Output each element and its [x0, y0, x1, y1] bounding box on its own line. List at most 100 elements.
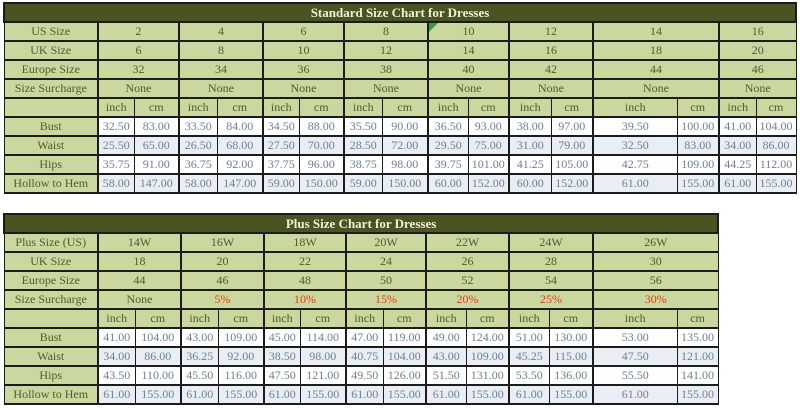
row-label: Waist — [3, 135, 99, 156]
measure-cell-cm: 152.00 — [550, 173, 594, 194]
size-cell: 15% — [345, 289, 427, 310]
row-label: Hips — [3, 154, 99, 175]
measure-cell-cm: 91.00 — [133, 154, 180, 175]
measure-cell-cm: 147.00 — [216, 173, 264, 194]
unit-header-cm: cm — [676, 97, 720, 118]
measure-cell-cm: 72.00 — [381, 135, 429, 156]
unit-header-inch: inch — [508, 308, 550, 329]
measure-cell-cm: 104.00 — [382, 346, 427, 367]
size-cell: 18 — [592, 40, 720, 61]
measure-cell-cm: 155.00 — [382, 384, 427, 405]
measure-cell-cm: 115.00 — [548, 346, 594, 367]
unit-header-inch: inch — [427, 97, 469, 118]
size-cell: None — [592, 78, 720, 99]
measure-cell-inch: 32.50 — [97, 116, 135, 137]
size-cell: 10 — [427, 21, 510, 42]
size-cell: 12 — [343, 40, 429, 61]
measure-cell-inch: 61.00 — [592, 173, 678, 194]
size-cell: None — [97, 289, 182, 310]
row-label: UK Size — [3, 40, 99, 61]
measure-cell-inch: 26.50 — [178, 135, 218, 156]
size-cell: 48 — [263, 270, 347, 291]
measure-cell-inch: 45.50 — [180, 365, 219, 386]
measure-cell-cm: 150.00 — [298, 173, 345, 194]
measure-cell-inch: 61.00 — [263, 384, 301, 405]
row-label: Bust — [3, 116, 99, 137]
measure-cell-inch: 35.50 — [343, 116, 383, 137]
measure-cell-inch: 43.00 — [425, 346, 467, 367]
size-cell: 2 — [97, 21, 180, 42]
size-cell: 40 — [427, 59, 510, 80]
row-label: Size Surcharge — [3, 289, 99, 310]
size-cell: 18 — [97, 251, 182, 272]
unit-header-cm: cm — [550, 97, 594, 118]
measure-cell-inch: 34.00 — [97, 346, 136, 367]
size-cell: 38 — [343, 59, 429, 80]
measure-cell-cm: 98.00 — [299, 346, 347, 367]
measure-cell-cm: 86.00 — [134, 346, 182, 367]
measure-cell-cm: 109.00 — [465, 346, 510, 367]
unit-header-inch: inch — [97, 97, 135, 118]
measure-cell-inch: 40.75 — [345, 346, 384, 367]
measure-cell-cm: 124.00 — [465, 327, 510, 348]
size-cell: 8 — [343, 21, 429, 42]
unit-header-cm: cm — [465, 308, 510, 329]
size-cell: 36 — [262, 59, 345, 80]
row-label: Hollow to Hem — [3, 384, 99, 405]
measure-cell-inch: 51.00 — [508, 327, 550, 348]
row-label: Europe Size — [3, 59, 99, 80]
measure-cell-inch: 36.75 — [178, 154, 218, 175]
measure-cell-cm: 101.00 — [467, 154, 510, 175]
table-title: Standard Size Chart for Dresses — [3, 2, 797, 23]
measure-cell-cm: 155.00 — [755, 173, 797, 194]
size-cell: None — [262, 78, 345, 99]
size-cell: 14W — [97, 232, 182, 253]
measure-cell-cm: 121.00 — [299, 365, 347, 386]
size-cell: 26 — [425, 251, 510, 272]
measure-cell-inch: 36.50 — [427, 116, 469, 137]
measure-cell-inch: 61.00 — [718, 173, 757, 194]
unit-header-cm: cm — [381, 97, 429, 118]
measure-cell-cm: 79.00 — [550, 135, 594, 156]
measure-cell-inch: 34.00 — [718, 135, 757, 156]
measure-cell-inch: 61.00 — [97, 384, 136, 405]
size-cell: 54 — [508, 270, 594, 291]
unit-header-inch: inch — [508, 97, 552, 118]
size-cell: 32 — [97, 59, 180, 80]
measure-cell-inch: 47.50 — [263, 365, 301, 386]
unit-header-cm: cm — [133, 97, 180, 118]
measure-cell-inch: 39.75 — [427, 154, 469, 175]
measure-cell-inch: 35.75 — [97, 154, 135, 175]
unit-header-inch: inch — [592, 97, 678, 118]
unit-row-spacer — [3, 308, 99, 329]
measure-cell-inch: 60.00 — [508, 173, 552, 194]
measure-cell-cm: 130.00 — [548, 327, 594, 348]
measure-cell-inch: 38.00 — [508, 116, 552, 137]
measure-cell-cm: 98.00 — [381, 154, 429, 175]
measure-cell-cm: 152.00 — [467, 173, 510, 194]
measure-cell-inch: 32.50 — [592, 135, 678, 156]
measure-cell-cm: 97.00 — [550, 116, 594, 137]
size-cell: 18W — [263, 232, 347, 253]
measure-cell-inch: 36.25 — [180, 346, 219, 367]
unit-header-inch: inch — [718, 97, 757, 118]
measure-cell-inch: 41.00 — [97, 327, 136, 348]
unit-header-inch: inch — [425, 308, 467, 329]
measure-cell-inch: 45.00 — [263, 327, 301, 348]
measure-cell-cm: 96.00 — [298, 154, 345, 175]
measure-cell-cm: 104.00 — [755, 116, 797, 137]
measure-cell-cm: 104.00 — [134, 327, 182, 348]
comment-marker-icon — [430, 24, 438, 32]
measure-cell-cm: 155.00 — [134, 384, 182, 405]
unit-header-cm: cm — [298, 97, 345, 118]
unit-header-inch: inch — [343, 97, 383, 118]
measure-cell-inch: 53.50 — [508, 365, 550, 386]
size-cell: 26W — [591, 232, 719, 253]
unit-header-inch: inch — [262, 97, 300, 118]
measure-cell-inch: 25.50 — [97, 135, 135, 156]
size-cell: 14 — [592, 21, 720, 42]
unit-header-cm: cm — [134, 308, 182, 329]
row-label: Europe Size — [3, 270, 99, 291]
unit-header-cm: cm — [299, 308, 347, 329]
